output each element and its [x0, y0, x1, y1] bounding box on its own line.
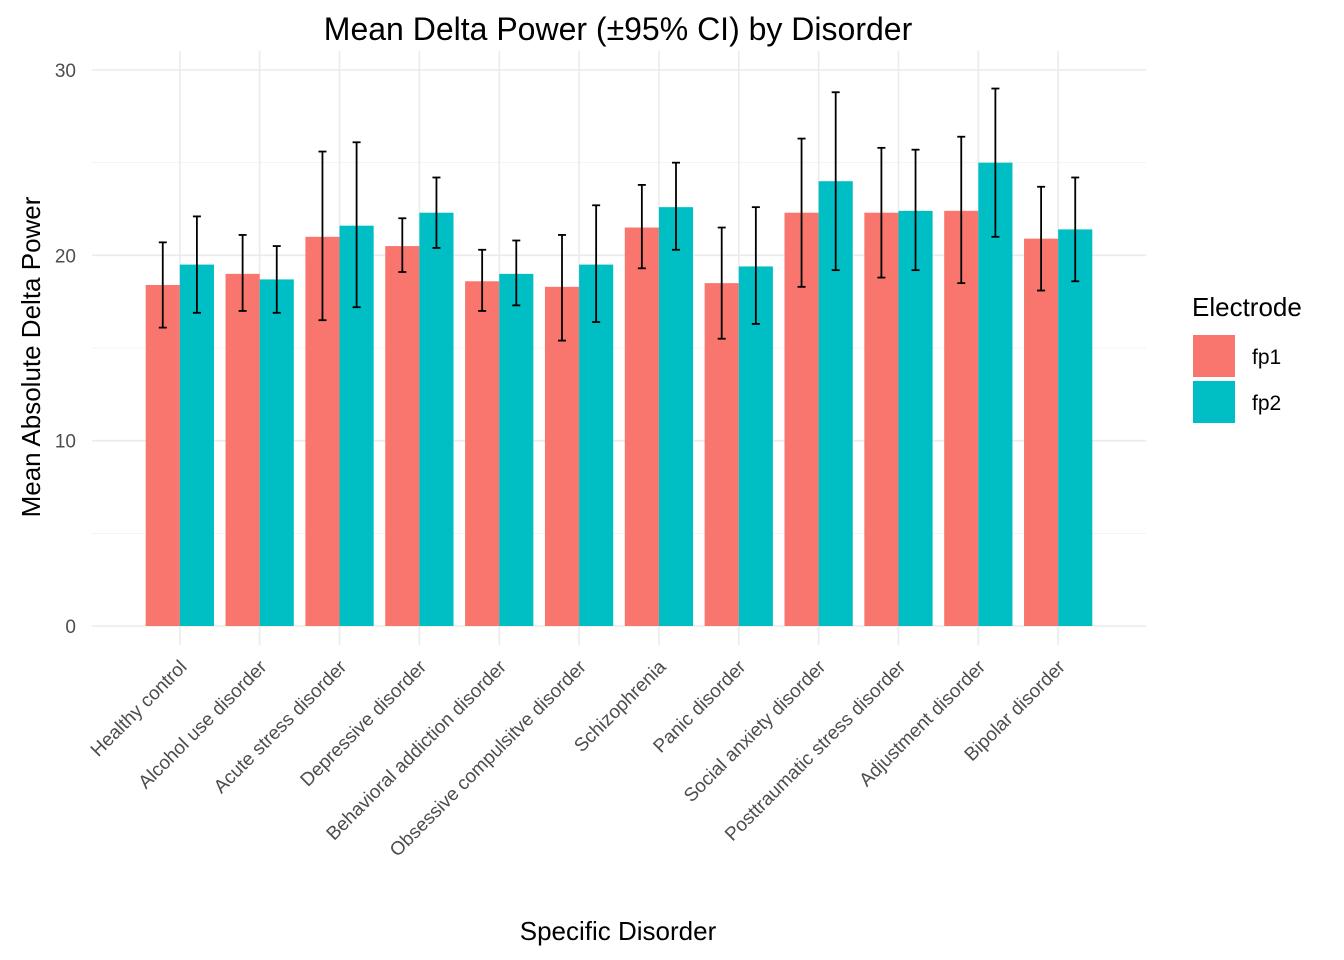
error-bar-fp1-6 [637, 184, 646, 270]
error-bar-fp2-0 [192, 215, 201, 314]
bar-fp2-5 [579, 264, 614, 626]
bar-fp1-4 [465, 281, 500, 626]
error-bar-fp2-8 [831, 91, 840, 272]
error-bar-fp2-7 [751, 206, 760, 325]
legend-label: fp1 [1252, 346, 1281, 369]
error-bar-fp2-3 [432, 176, 441, 249]
y-axis-ticks: 0 10 20 30 [55, 61, 76, 638]
legend: Electrode fp1 fp2 [1192, 292, 1302, 423]
legend-label: fp2 [1252, 392, 1281, 415]
error-bar-fp1-0 [158, 241, 167, 329]
error-bar-fp2-5 [592, 204, 601, 323]
error-bar-fp1-7 [717, 226, 726, 340]
bar-fp2-3 [419, 212, 454, 626]
x-tick-label: Social anxiety disorder [680, 656, 830, 806]
y-tick-label: 0 [65, 617, 76, 638]
error-bar-fp1-4 [478, 248, 487, 312]
error-bar-fp1-11 [1037, 185, 1046, 292]
bar-fp1-1 [225, 273, 260, 626]
bar-fp2-9 [898, 210, 933, 626]
y-tick-label: 20 [55, 246, 76, 267]
legend-items: fp1 fp2 [1193, 335, 1281, 423]
x-axis-title: Specific Disorder [520, 916, 717, 946]
bar-fp2-6 [658, 207, 694, 626]
legend-swatch [1193, 381, 1235, 423]
error-bar-fp2-6 [671, 161, 680, 251]
bar-fp1-7 [704, 283, 739, 626]
y-tick-label: 10 [55, 432, 76, 453]
bars [145, 162, 1093, 627]
y-axis-title: Mean Absolute Delta Power [16, 196, 46, 517]
bar-fp1-11 [1024, 238, 1059, 627]
bar-fp1-3 [385, 246, 420, 627]
error-bar-fp2-11 [1071, 176, 1080, 283]
y-tick-label: 30 [55, 61, 76, 82]
error-bar-fp2-9 [911, 148, 920, 272]
bar-fp1-0 [145, 284, 180, 626]
bar-fp2-4 [499, 273, 534, 626]
bar-fp2-0 [179, 264, 214, 626]
error-bar-fp2-4 [512, 239, 521, 307]
x-tick-label: Acute stress disorder [210, 656, 352, 798]
error-bar-fp2-10 [991, 87, 1000, 238]
bar-fp2-10 [978, 162, 1013, 626]
bar-fp1-9 [864, 212, 899, 626]
bar-fp2-11 [1058, 229, 1093, 627]
error-bars [158, 87, 1080, 342]
legend-title: Electrode [1192, 292, 1302, 322]
error-bar-fp1-9 [877, 146, 886, 279]
error-bar-fp2-1 [272, 245, 281, 314]
error-bar-fp1-8 [797, 137, 806, 288]
error-bar-fp1-5 [558, 234, 567, 342]
error-bar-fp1-1 [238, 234, 247, 312]
bar-fp2-1 [259, 279, 294, 626]
bar-fp2-7 [738, 266, 773, 626]
bar-fp1-6 [624, 227, 659, 627]
error-bar-fp1-2 [318, 150, 327, 322]
error-bar-fp1-10 [957, 135, 966, 285]
legend-item-fp1: fp1 [1193, 335, 1281, 377]
legend-swatch [1193, 335, 1235, 377]
chart-title: Mean Delta Power (±95% CI) by Disorder [324, 11, 913, 47]
error-bar-fp1-3 [398, 217, 407, 273]
error-bar-fp2-2 [352, 141, 361, 309]
legend-item-fp2: fp2 [1193, 381, 1281, 423]
bar-fp1-5 [544, 286, 580, 626]
